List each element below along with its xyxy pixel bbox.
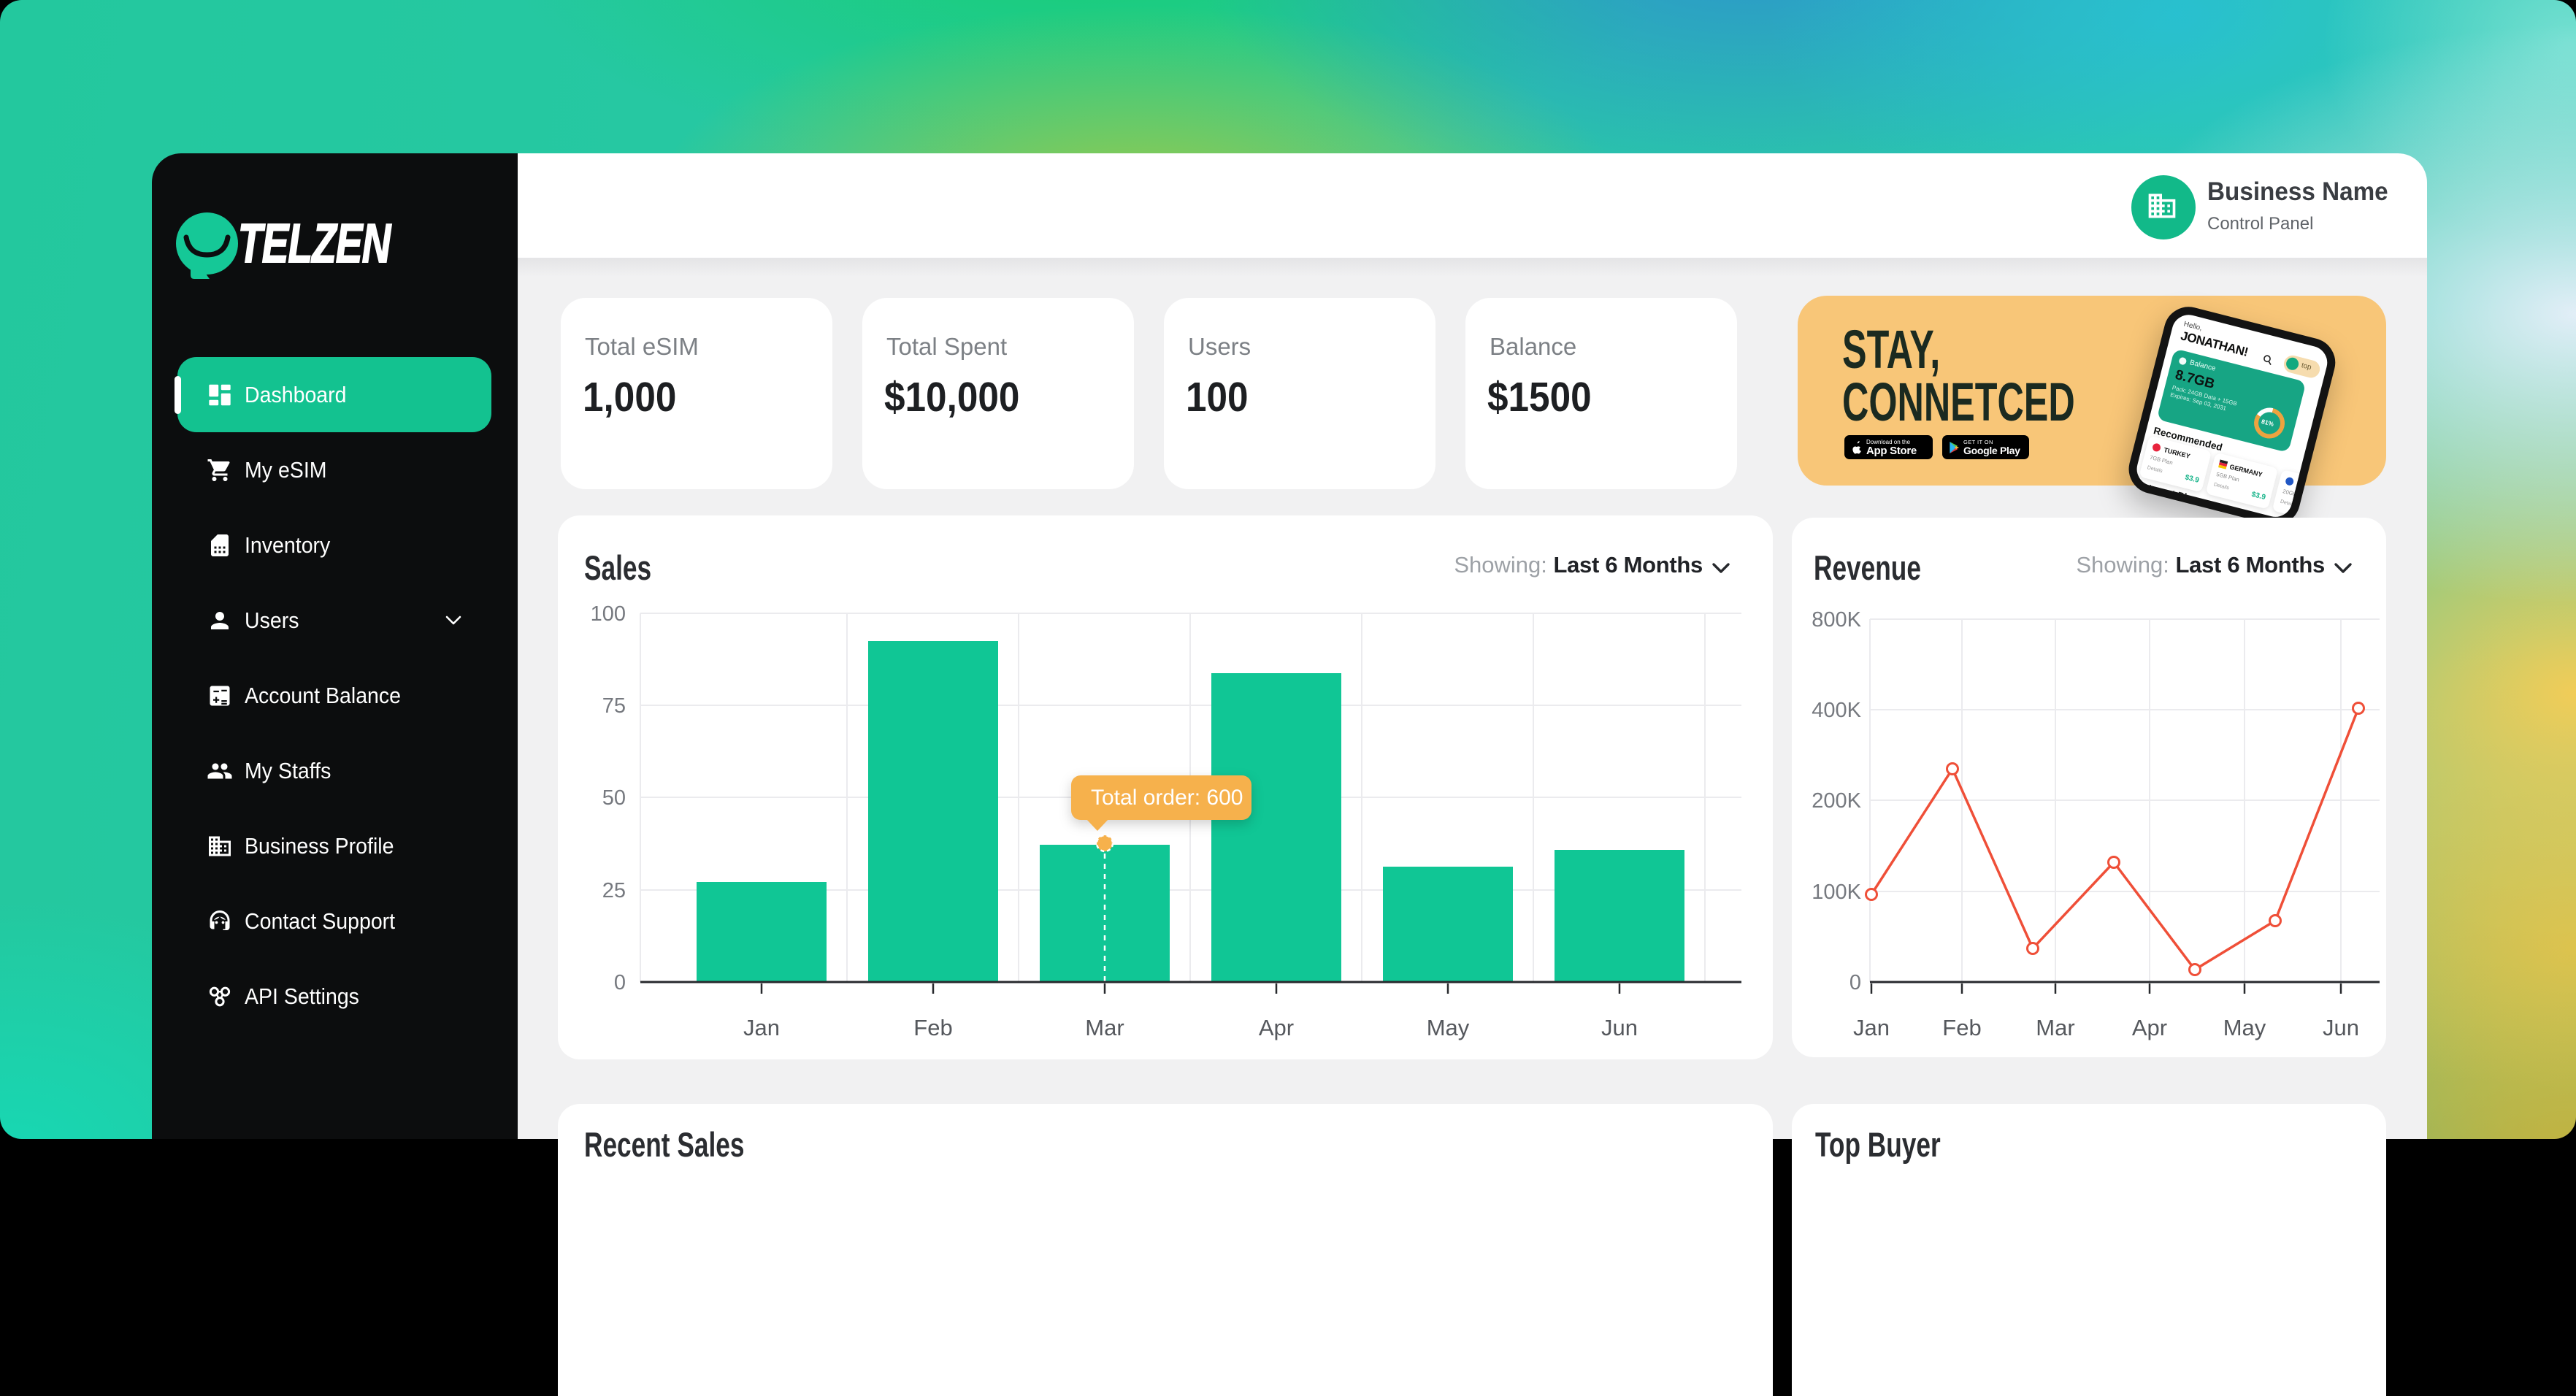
svg-text:0: 0 [614, 971, 626, 994]
svg-text:0: 0 [1849, 971, 1861, 994]
svg-text:Feb: Feb [913, 1015, 952, 1040]
svg-text:200K: 200K [1812, 789, 1861, 813]
svg-text:400K: 400K [1812, 699, 1861, 722]
svg-text:50: 50 [602, 786, 626, 810]
svg-text:25: 25 [602, 879, 626, 902]
svg-text:100: 100 [591, 602, 626, 626]
svg-text:Jan: Jan [1853, 1015, 1890, 1040]
svg-text:800K: 800K [1812, 608, 1861, 632]
svg-text:Jan: Jan [743, 1015, 780, 1040]
svg-text:100K: 100K [1812, 881, 1861, 904]
svg-text:May: May [1427, 1015, 1470, 1040]
svg-text:75: 75 [602, 694, 626, 718]
svg-text:Jun: Jun [1601, 1015, 1638, 1040]
svg-text:Mar: Mar [2036, 1015, 2074, 1040]
svg-text:Feb: Feb [1942, 1015, 1981, 1040]
svg-text:Apr: Apr [2132, 1015, 2167, 1040]
svg-text:Apr: Apr [1259, 1015, 1294, 1040]
svg-text:Total order: 600: Total order: 600 [1091, 786, 1243, 810]
svg-text:Jun: Jun [2323, 1015, 2359, 1040]
svg-text:Mar: Mar [1085, 1015, 1124, 1040]
svg-text:May: May [2223, 1015, 2266, 1040]
